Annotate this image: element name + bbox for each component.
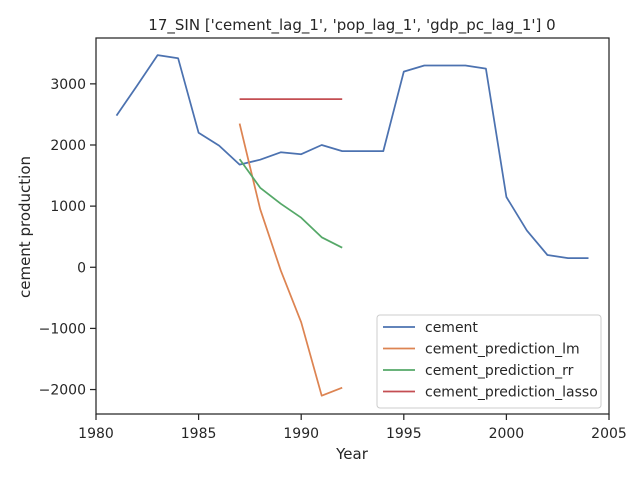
series-group	[115, 54, 589, 397]
legend-box	[376, 314, 602, 409]
legend-label: cement_prediction_lm	[425, 342, 580, 358]
series-line-cement	[115, 54, 589, 259]
y-axis: −2000 −1000 0 1000 2000 3000	[39, 77, 96, 399]
chart-title: 17_SIN ['cement_lag_1', 'pop_lag_1', 'gd…	[148, 16, 555, 35]
x-tick-label: 1985	[181, 426, 217, 442]
legend: cement cement_prediction_lm cement_predict…	[376, 314, 602, 409]
x-axis: 1980 1985 1990 1995 2000 2005	[78, 414, 627, 442]
x-tick-label: 1995	[386, 426, 422, 442]
y-tick-label: 0	[77, 260, 86, 276]
legend-label: cement_prediction_rr	[425, 363, 574, 379]
series-line-cement-prediction-lm	[238, 123, 343, 397]
y-tick-label: −2000	[39, 383, 86, 399]
y-tick-label: 3000	[50, 77, 86, 93]
legend-label: cement_prediction_lasso	[425, 385, 598, 401]
y-tick-label: 2000	[50, 138, 86, 154]
x-tick-label: 1990	[283, 426, 319, 442]
y-axis-label: cement production	[16, 156, 34, 298]
y-tick-label: −1000	[39, 321, 86, 337]
legend-label: cement	[425, 320, 478, 336]
y-tick-label: 1000	[50, 199, 86, 215]
series-line-cement-prediction-rr	[238, 158, 343, 249]
x-tick-label: 2005	[591, 426, 627, 442]
x-tick-label: 2000	[489, 426, 525, 442]
x-axis-label: Year	[335, 445, 369, 463]
x-tick-label: 1980	[78, 426, 114, 442]
